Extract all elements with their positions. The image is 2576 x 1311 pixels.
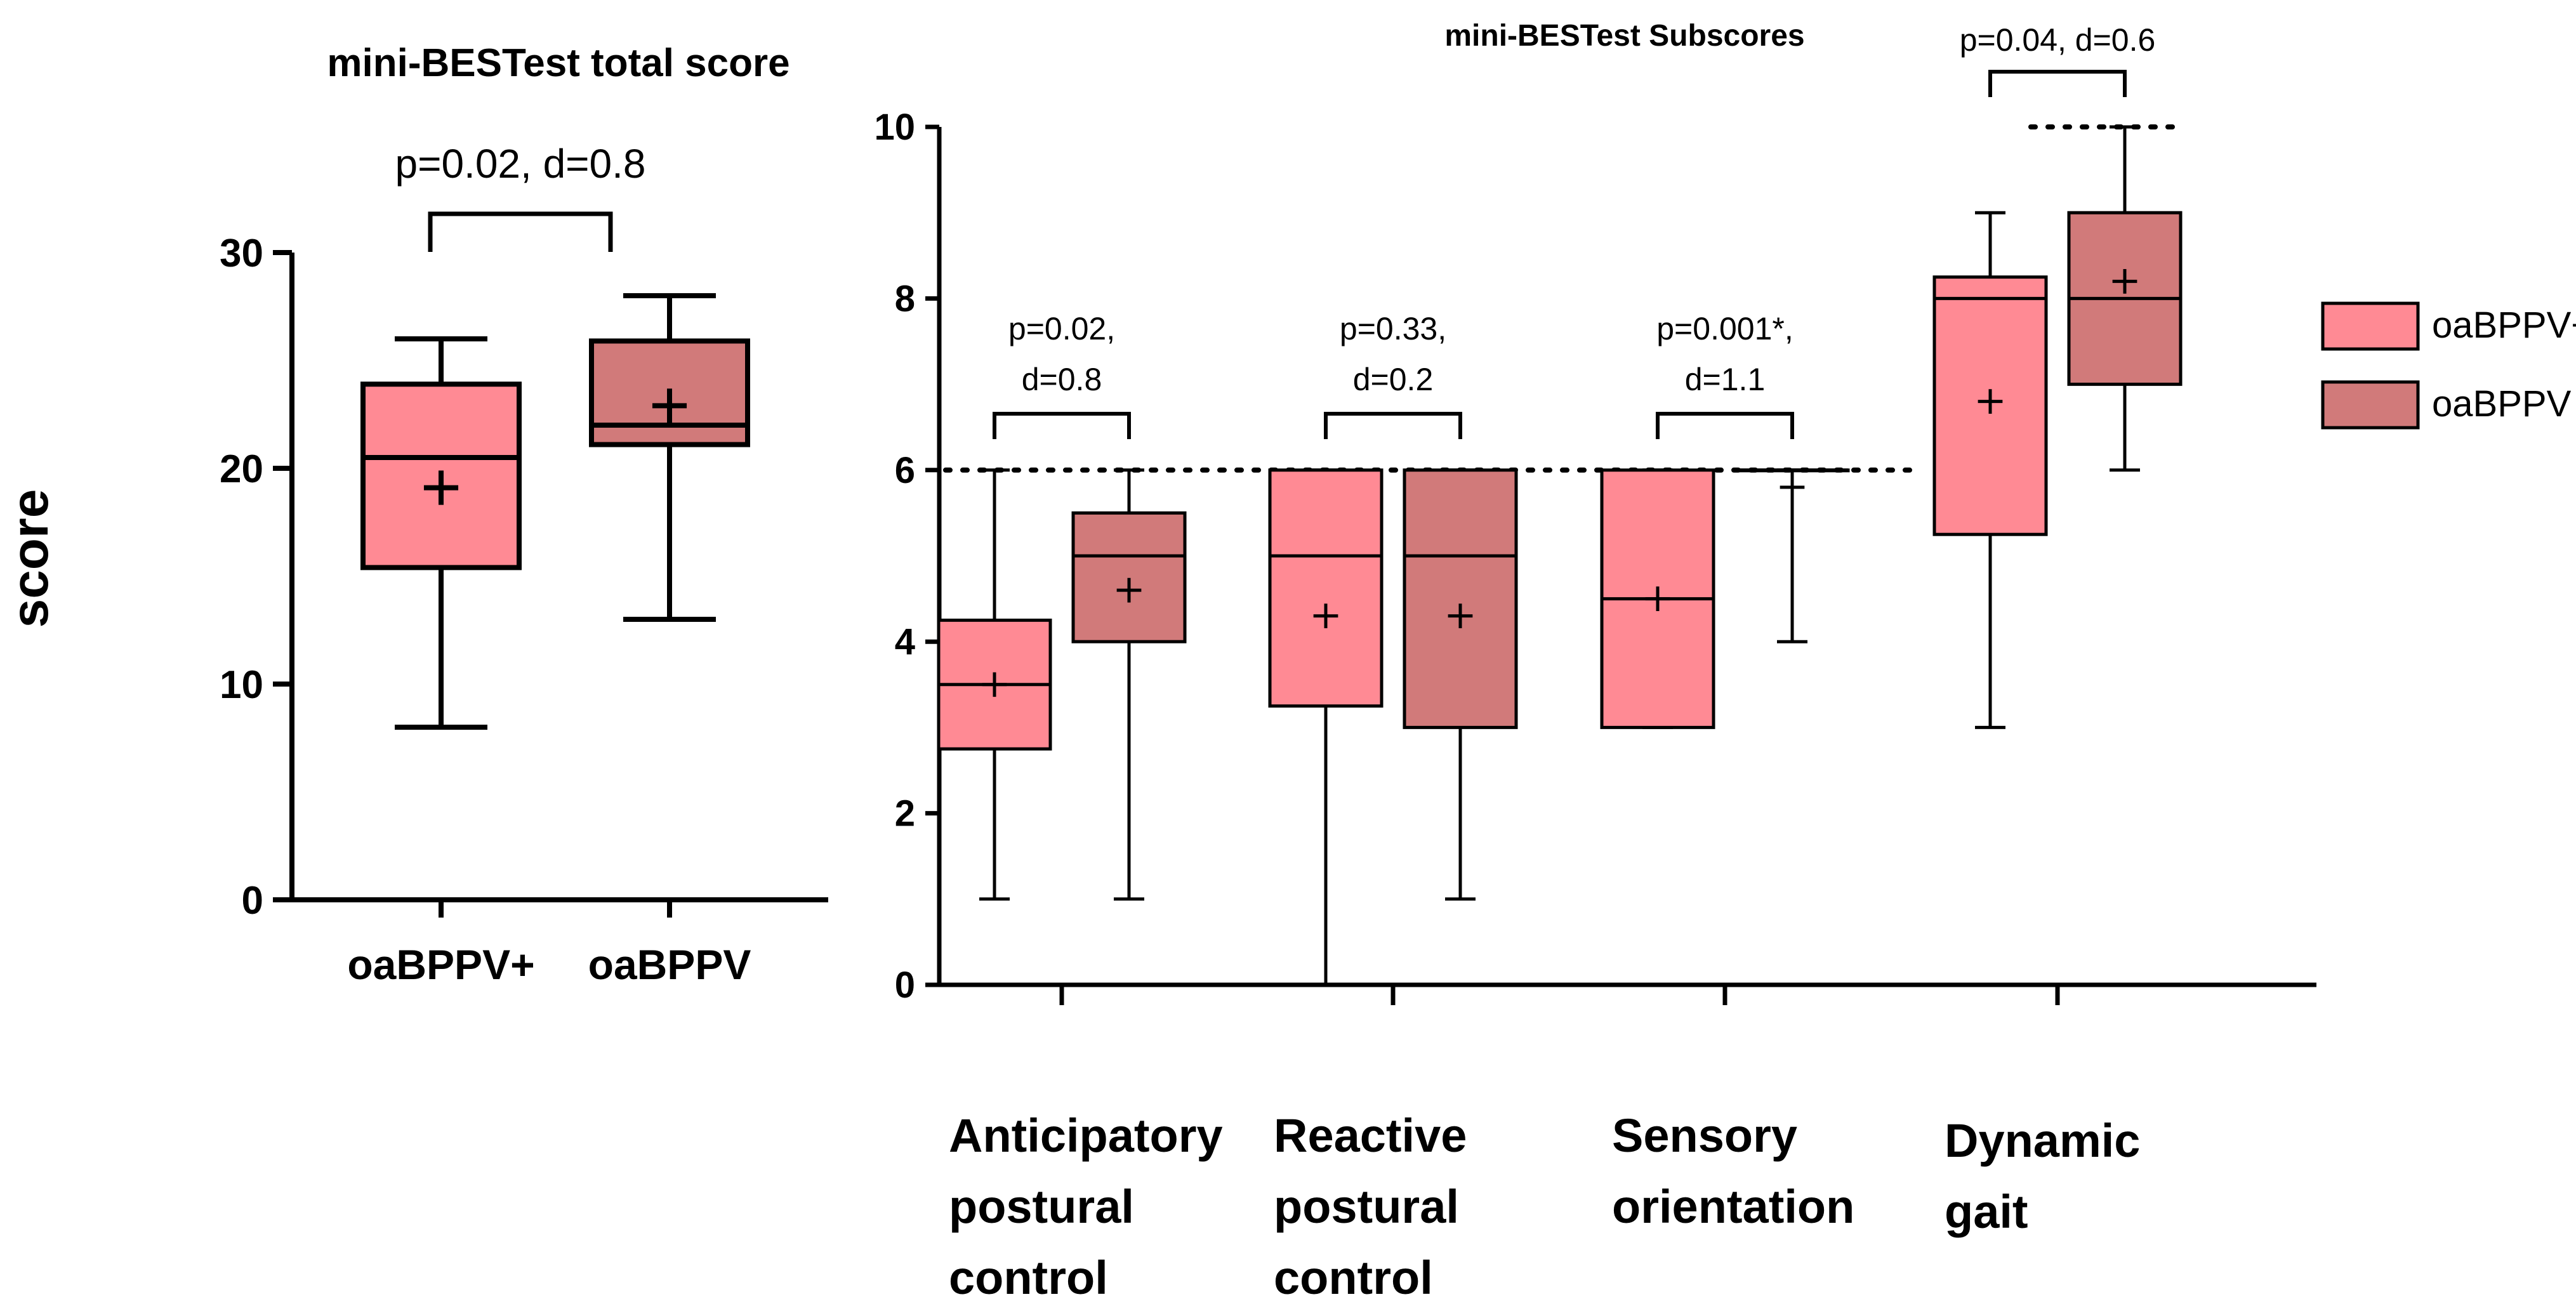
subscores-chart: mini-BESTest Subscores 0 2 4 6 8 10 Anticipato… — [874, 19, 2576, 1304]
x-tick-label: postural — [949, 1180, 1134, 1233]
sub-minus-2-mean-marker — [1780, 475, 1805, 500]
subscore-annotation-text: d=0.2 — [1353, 362, 1434, 397]
subscores-title: mini-BESTest Subscores — [1444, 19, 1804, 53]
subscore-significance-bracket — [1324, 412, 1462, 439]
sub-plus-1-box — [1268, 468, 1384, 708]
y-tick-label: 6 — [895, 450, 915, 491]
y-tick-label: 10 — [220, 663, 263, 707]
sub-plus-0-mean-marker — [982, 672, 1007, 697]
y-tick-label: 2 — [895, 793, 915, 834]
x-tick-label: orientation — [1612, 1180, 1854, 1233]
sub-plus-3-mean-marker — [1978, 389, 2003, 414]
sub-minus-3-mean-marker — [2112, 269, 2137, 294]
sub-plus-2-mean-marker — [1645, 586, 1670, 611]
subscore-annotation-text: p=0.02, — [1008, 311, 1115, 346]
total-plus-mean-marker — [423, 470, 459, 505]
total-minus-mean-marker — [652, 388, 687, 423]
subscore-annotation-text: p=0.04, d=0.6 — [1960, 22, 2156, 58]
legend: oaBPPV+ oaBPPV — [2321, 301, 2576, 430]
sub-minus-0-box — [1071, 511, 1187, 643]
x-tick-label: Reactive — [1274, 1109, 1467, 1162]
subscore-significance-bracket — [1656, 412, 1794, 439]
x-tick-label: control — [949, 1251, 1108, 1304]
x-tick-label: Dynamic — [1945, 1114, 2140, 1167]
y-tick-label: 4 — [895, 621, 915, 662]
y-tick-label: 0 — [242, 879, 263, 923]
legend-swatch — [2321, 380, 2420, 430]
subscore-annotation-text: d=0.8 — [1022, 362, 1102, 397]
total-annotation-text: p=0.02, d=0.8 — [395, 141, 645, 187]
x-tick-label: Sensory — [1612, 1109, 1797, 1162]
sub-minus-0-mean-marker — [1116, 577, 1142, 603]
legend-label: oaBPPV — [2432, 383, 2572, 425]
subscores-annotations: p=0.02, d=0.8 p=0.33, d=0.2 p=0.001*, d=1.1 p=… — [993, 22, 2156, 439]
x-tick-label: gait — [1945, 1185, 2028, 1238]
sub-minus-1-mean-marker — [1448, 603, 1473, 628]
y-tick-label: 30 — [220, 232, 263, 275]
y-tick-label: 8 — [895, 278, 915, 319]
sub-minus-1-box — [1403, 468, 1518, 729]
subscores-boxes — [937, 125, 2183, 987]
y-tick-label: 10 — [874, 107, 915, 148]
total-score-chart: mini-BESTest total score 0 10 20 30 oaBPPV+ o… — [220, 41, 828, 988]
y-axis-label: score — [1, 489, 59, 628]
total-score-axes: 0 10 20 30 oaBPPV+ oaBPPV — [220, 232, 828, 988]
x-tick-label: oaBPPV+ — [347, 941, 534, 988]
y-tick-label: 20 — [220, 447, 263, 491]
total-score-title: mini-BESTest total score — [327, 41, 789, 85]
subscore-annotation-text: p=0.001*, — [1656, 311, 1793, 346]
y-tick-label: 0 — [895, 965, 915, 1006]
subscores-axes: 0 2 4 6 8 10 Anticipatory postural control Reacti… — [874, 107, 2316, 1304]
x-tick-label: Anticipatory — [949, 1109, 1223, 1162]
subscore-significance-bracket — [1988, 70, 2127, 97]
subscore-annotation-text: d=1.1 — [1685, 362, 1766, 397]
subscore-annotation-text: p=0.33, — [1340, 311, 1446, 346]
subscore-significance-bracket — [993, 412, 1131, 439]
x-tick-label: oaBPPV — [588, 941, 751, 988]
x-tick-label: control — [1274, 1251, 1433, 1304]
total-significance-bracket — [428, 211, 613, 252]
sub-plus-1-mean-marker — [1313, 603, 1338, 628]
x-tick-label: postural — [1274, 1180, 1459, 1233]
total-score-boxes — [360, 293, 750, 730]
legend-label: oaBPPV+ — [2432, 305, 2576, 346]
legend-swatch — [2321, 301, 2420, 351]
total-score-annotations: p=0.02, d=0.8 — [395, 141, 646, 252]
